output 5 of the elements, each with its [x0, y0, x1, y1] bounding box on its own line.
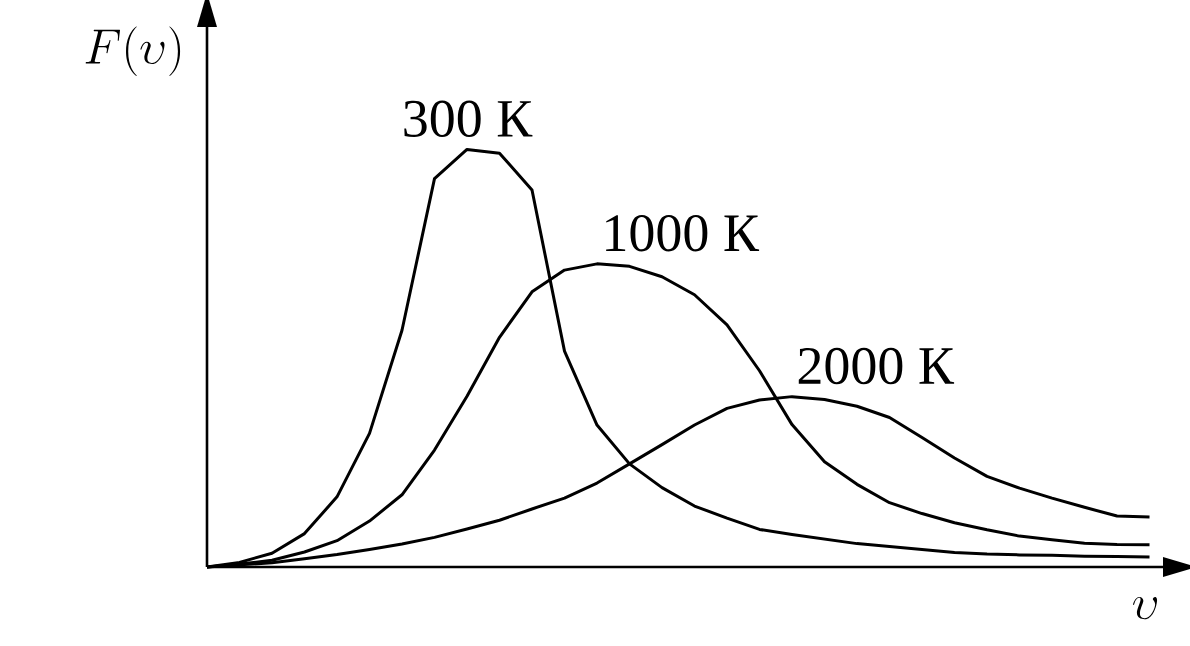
series-label: 1000 К — [606, 215, 760, 252]
series-label: 2000 К — [798, 347, 955, 385]
series-label: 300 К — [404, 100, 533, 138]
x-axis-title: $\upsilon$ — [1133, 596, 1158, 620]
y-axis-title: $F(\upsilon)$ — [85, 26, 181, 76]
